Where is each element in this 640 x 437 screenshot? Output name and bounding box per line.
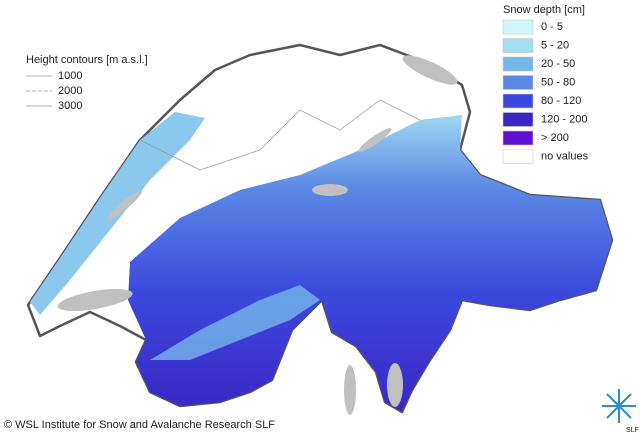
legend-swatch [502,112,534,127]
legend-swatch [502,93,534,109]
canton-lines [139,99,421,171]
legend-swatch [502,130,534,146]
legend-swatch [502,19,534,35]
legend-title: Snow depth [cm] [503,4,585,16]
legend-label: 80 - 120 [541,95,581,107]
contour-label: 2000 [58,85,82,97]
contour-label: 3000 [58,100,82,112]
lake [402,55,458,85]
logo [602,389,636,423]
lake [57,288,133,312]
logo-text: SLF [626,427,639,434]
contour-label: 1000 [58,70,82,82]
legend-swatch [502,56,534,72]
legend-label: 5 - 20 [541,39,569,51]
lake [107,190,143,220]
lake [358,128,392,152]
lake [344,365,356,415]
lake [387,363,403,407]
legend-label: > 200 [541,132,569,144]
snow-cover [128,115,612,412]
legend-label: 20 - 50 [541,58,575,70]
snow-legend: 0 - 5 5 - 20 20 - 50 50 - 80 80 - 120 120 - 2… [502,19,589,164]
contour-legend: 1000 2000 3000 [26,70,82,112]
legend-label: 50 - 80 [541,76,575,88]
legend-swatch [502,75,534,90]
country [26,43,614,415]
legend-swatch [502,149,534,164]
legend-label: 120 - 200 [541,113,587,125]
contour-legend-title: Height contours [m a.s.l.] [26,54,148,66]
legend-label: no values [541,150,589,162]
valley [150,285,320,360]
lake [312,184,348,196]
legend-swatch [502,38,534,53]
legend-label: 0 - 5 [541,21,563,33]
copyright: © WSL Institute for Snow and Avalanche R… [4,419,275,431]
